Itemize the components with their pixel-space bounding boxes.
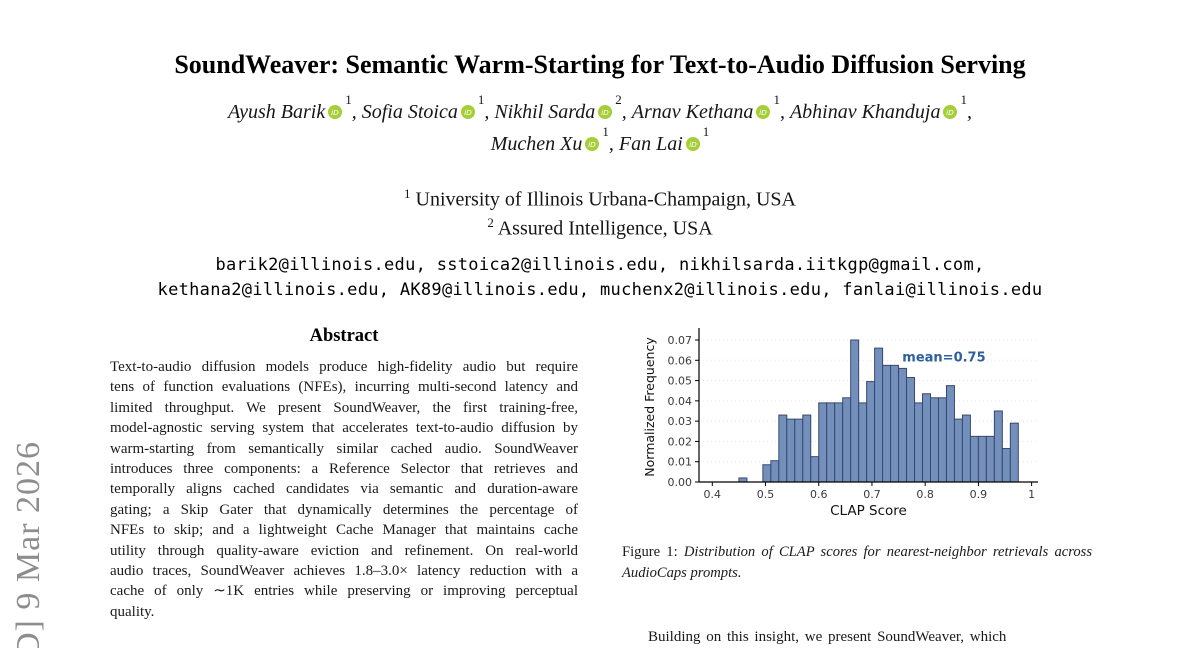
abstract-heading: Abstract bbox=[309, 326, 379, 346]
affiliation-sup: 1 bbox=[404, 186, 411, 201]
affiliation-2: 2 Assured Intelligence, USA bbox=[0, 214, 1200, 243]
orcid-icon[interactable]: iD bbox=[756, 105, 771, 119]
author-affiliation-sup: 1 bbox=[960, 92, 967, 108]
author-separator: , bbox=[484, 101, 495, 123]
svg-text:0.00: 0.00 bbox=[668, 476, 693, 489]
svg-text:CLAP Score: CLAP Score bbox=[830, 503, 907, 519]
svg-text:0.06: 0.06 bbox=[668, 354, 693, 367]
orcid-icon[interactable]: iD bbox=[598, 105, 613, 119]
svg-text:0.9: 0.9 bbox=[970, 488, 988, 501]
right-column: 0.4 0.5 0.6 0.7 0.8 0.9 1 0.00 0.01 0.02 0.03 0.04 0… bbox=[622, 322, 1092, 647]
author-emails: barik2@illinois.edu, sstoica2@illinois.e… bbox=[0, 253, 1200, 302]
svg-text:0.05: 0.05 bbox=[668, 375, 693, 388]
orcid-icon[interactable]: iD bbox=[328, 105, 343, 119]
author: Nikhil Sarda iD 2, bbox=[494, 92, 632, 123]
svg-text:0.7: 0.7 bbox=[863, 488, 881, 501]
svg-text:iD: iD bbox=[947, 108, 955, 117]
svg-text:0.02: 0.02 bbox=[668, 435, 693, 448]
affiliation-sup: 2 bbox=[487, 214, 494, 230]
author-name: Abhinav Khanduja bbox=[789, 101, 941, 123]
orcid-icon[interactable]: iD bbox=[685, 137, 700, 151]
author-affiliation-sup: 1 bbox=[477, 92, 485, 108]
author-name: Sofia Stoica bbox=[361, 101, 458, 123]
svg-text:0.01: 0.01 bbox=[668, 456, 693, 469]
paper-title: SoundWeaver: Semantic Warm-Starting for … bbox=[174, 50, 1026, 79]
svg-text:iD: iD bbox=[588, 140, 596, 149]
svg-text:0.6: 0.6 bbox=[810, 488, 828, 501]
author-line-2: Muchen Xu iD 1, Fan Lai iD 1 bbox=[0, 124, 1200, 160]
author-separator: , bbox=[779, 101, 790, 123]
author-separator: , bbox=[351, 101, 362, 123]
svg-text:0.4: 0.4 bbox=[704, 488, 722, 501]
email-line-2: kethana2@illinois.edu, AK89@illinois.edu… bbox=[157, 279, 1043, 300]
svg-text:mean=0.75: mean=0.75 bbox=[902, 350, 985, 365]
author-affiliation-sup: 1 bbox=[773, 92, 780, 108]
orcid-icon[interactable]: iD bbox=[943, 105, 958, 119]
affiliation-text: University of Illinois Urbana-Champaign,… bbox=[415, 188, 797, 211]
svg-text:0.04: 0.04 bbox=[668, 395, 693, 408]
svg-text:iD: iD bbox=[689, 140, 697, 149]
svg-text:Normalized Frequency: Normalized Frequency bbox=[642, 337, 657, 477]
svg-text:iD: iD bbox=[464, 108, 472, 117]
affiliations: 1 University of Illinois Urbana-Champaig… bbox=[0, 185, 1200, 242]
author-list: Ayush Barik iD 1, Sofia Stoica iD 1, Nikhil … bbox=[0, 92, 1200, 160]
author-name: Muchen Xu bbox=[490, 133, 583, 155]
author: Fan Lai iD 1 bbox=[618, 124, 709, 155]
svg-text:iD: iD bbox=[760, 108, 768, 117]
author-affiliation-sup: 1 bbox=[602, 124, 609, 140]
author-name: Nikhil Sarda bbox=[494, 101, 596, 123]
author-name: Fan Lai bbox=[618, 133, 683, 155]
arxiv-watermark: D] 9 Mar 2026 bbox=[10, 440, 47, 648]
affiliation-1: 1 University of Illinois Urbana-Champaig… bbox=[0, 185, 1200, 214]
author: Arnav Kethana iD 1, bbox=[631, 92, 790, 123]
author-separator: , bbox=[966, 101, 972, 123]
orcid-icon[interactable]: iD bbox=[585, 137, 600, 151]
author-name: Ayush Barik bbox=[228, 101, 326, 123]
author: Sofia Stoica iD 1, bbox=[361, 92, 495, 123]
figure-caption-label: Figure 1: bbox=[622, 544, 678, 560]
svg-text:0.07: 0.07 bbox=[668, 334, 693, 347]
author-affiliation-sup: 1 bbox=[345, 92, 352, 108]
svg-text:1: 1 bbox=[1028, 488, 1035, 501]
svg-text:0.8: 0.8 bbox=[916, 488, 934, 501]
author-line-1: Ayush Barik iD 1, Sofia Stoica iD 1, Nikhil … bbox=[0, 92, 1200, 128]
affiliation-text: Assured Intelligence, USA bbox=[497, 217, 713, 240]
svg-text:0.03: 0.03 bbox=[668, 415, 693, 428]
svg-text:0.5: 0.5 bbox=[757, 488, 775, 501]
left-column: Abstract Text-to-audio diffusion models … bbox=[110, 322, 578, 622]
svg-text:iD: iD bbox=[601, 108, 609, 117]
svg-text:iD: iD bbox=[331, 108, 339, 117]
author: Ayush Barik iD 1, bbox=[228, 92, 362, 123]
author-name: Arnav Kethana bbox=[631, 101, 754, 123]
author: Muchen Xu iD 1, bbox=[490, 124, 619, 155]
author-separator: , bbox=[608, 133, 619, 155]
figure-1-caption: Figure 1: Distribution of CLAP scores fo… bbox=[622, 542, 1092, 583]
author-affiliation-sup: 2 bbox=[615, 92, 622, 108]
author-separator: , bbox=[621, 101, 632, 123]
email-line-1: barik2@illinois.edu, sstoica2@illinois.e… bbox=[215, 255, 985, 276]
figure-caption-text: Distribution of CLAP scores for nearest-… bbox=[622, 544, 1093, 581]
abstract-text: Text-to-audio diffusion models produce h… bbox=[110, 359, 578, 620]
author-affiliation-sup: 1 bbox=[702, 124, 710, 140]
orcid-icon[interactable]: iD bbox=[460, 105, 475, 119]
intro-paragraph: Building on this insight, we present Sou… bbox=[648, 629, 1007, 645]
author: Abhinav Khanduja iD 1, bbox=[789, 92, 972, 123]
figure-1-histogram: 0.4 0.5 0.6 0.7 0.8 0.9 1 0.00 0.01 0.02 0.03 0.04 0… bbox=[642, 322, 1076, 522]
